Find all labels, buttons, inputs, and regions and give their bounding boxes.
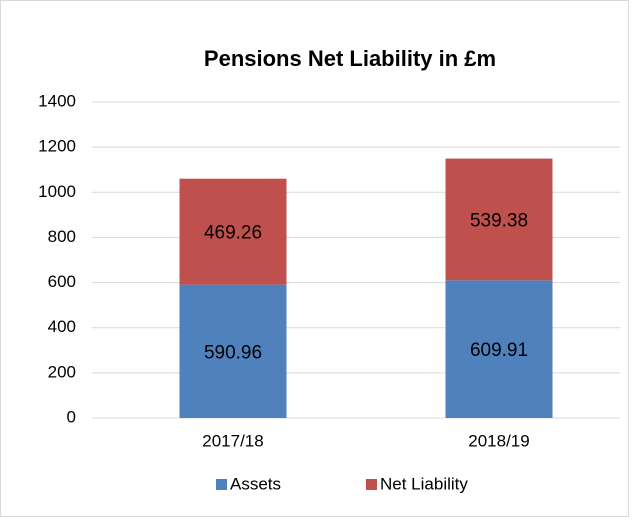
bar-segment [445, 280, 553, 418]
legend-swatch [216, 479, 227, 490]
x-tick-label: 2018/19 [468, 431, 529, 450]
bar-segment [179, 178, 287, 285]
y-tick-label: 200 [48, 362, 76, 381]
data-label: 609.91 [470, 340, 528, 361]
legend-label: Net Liability [380, 474, 468, 493]
legend-swatch [366, 479, 377, 490]
y-tick-label: 1400 [38, 91, 76, 110]
data-label: 590.96 [204, 342, 262, 363]
chart-title: Pensions Net Liability in £m [204, 46, 496, 71]
y-tick-label: 600 [48, 272, 76, 291]
y-tick-label: 400 [48, 317, 76, 336]
bar-segment [179, 284, 287, 418]
data-label: 539.38 [470, 210, 528, 231]
legend-label: Assets [230, 474, 281, 493]
y-tick-label: 800 [48, 227, 76, 246]
bar-segment [445, 158, 553, 281]
y-tick-label: 1200 [38, 137, 76, 156]
y-tick-label: 1000 [38, 182, 76, 201]
x-tick-label: 2017/18 [202, 431, 263, 450]
y-tick-label: 0 [67, 407, 76, 426]
data-label: 469.26 [204, 223, 262, 244]
